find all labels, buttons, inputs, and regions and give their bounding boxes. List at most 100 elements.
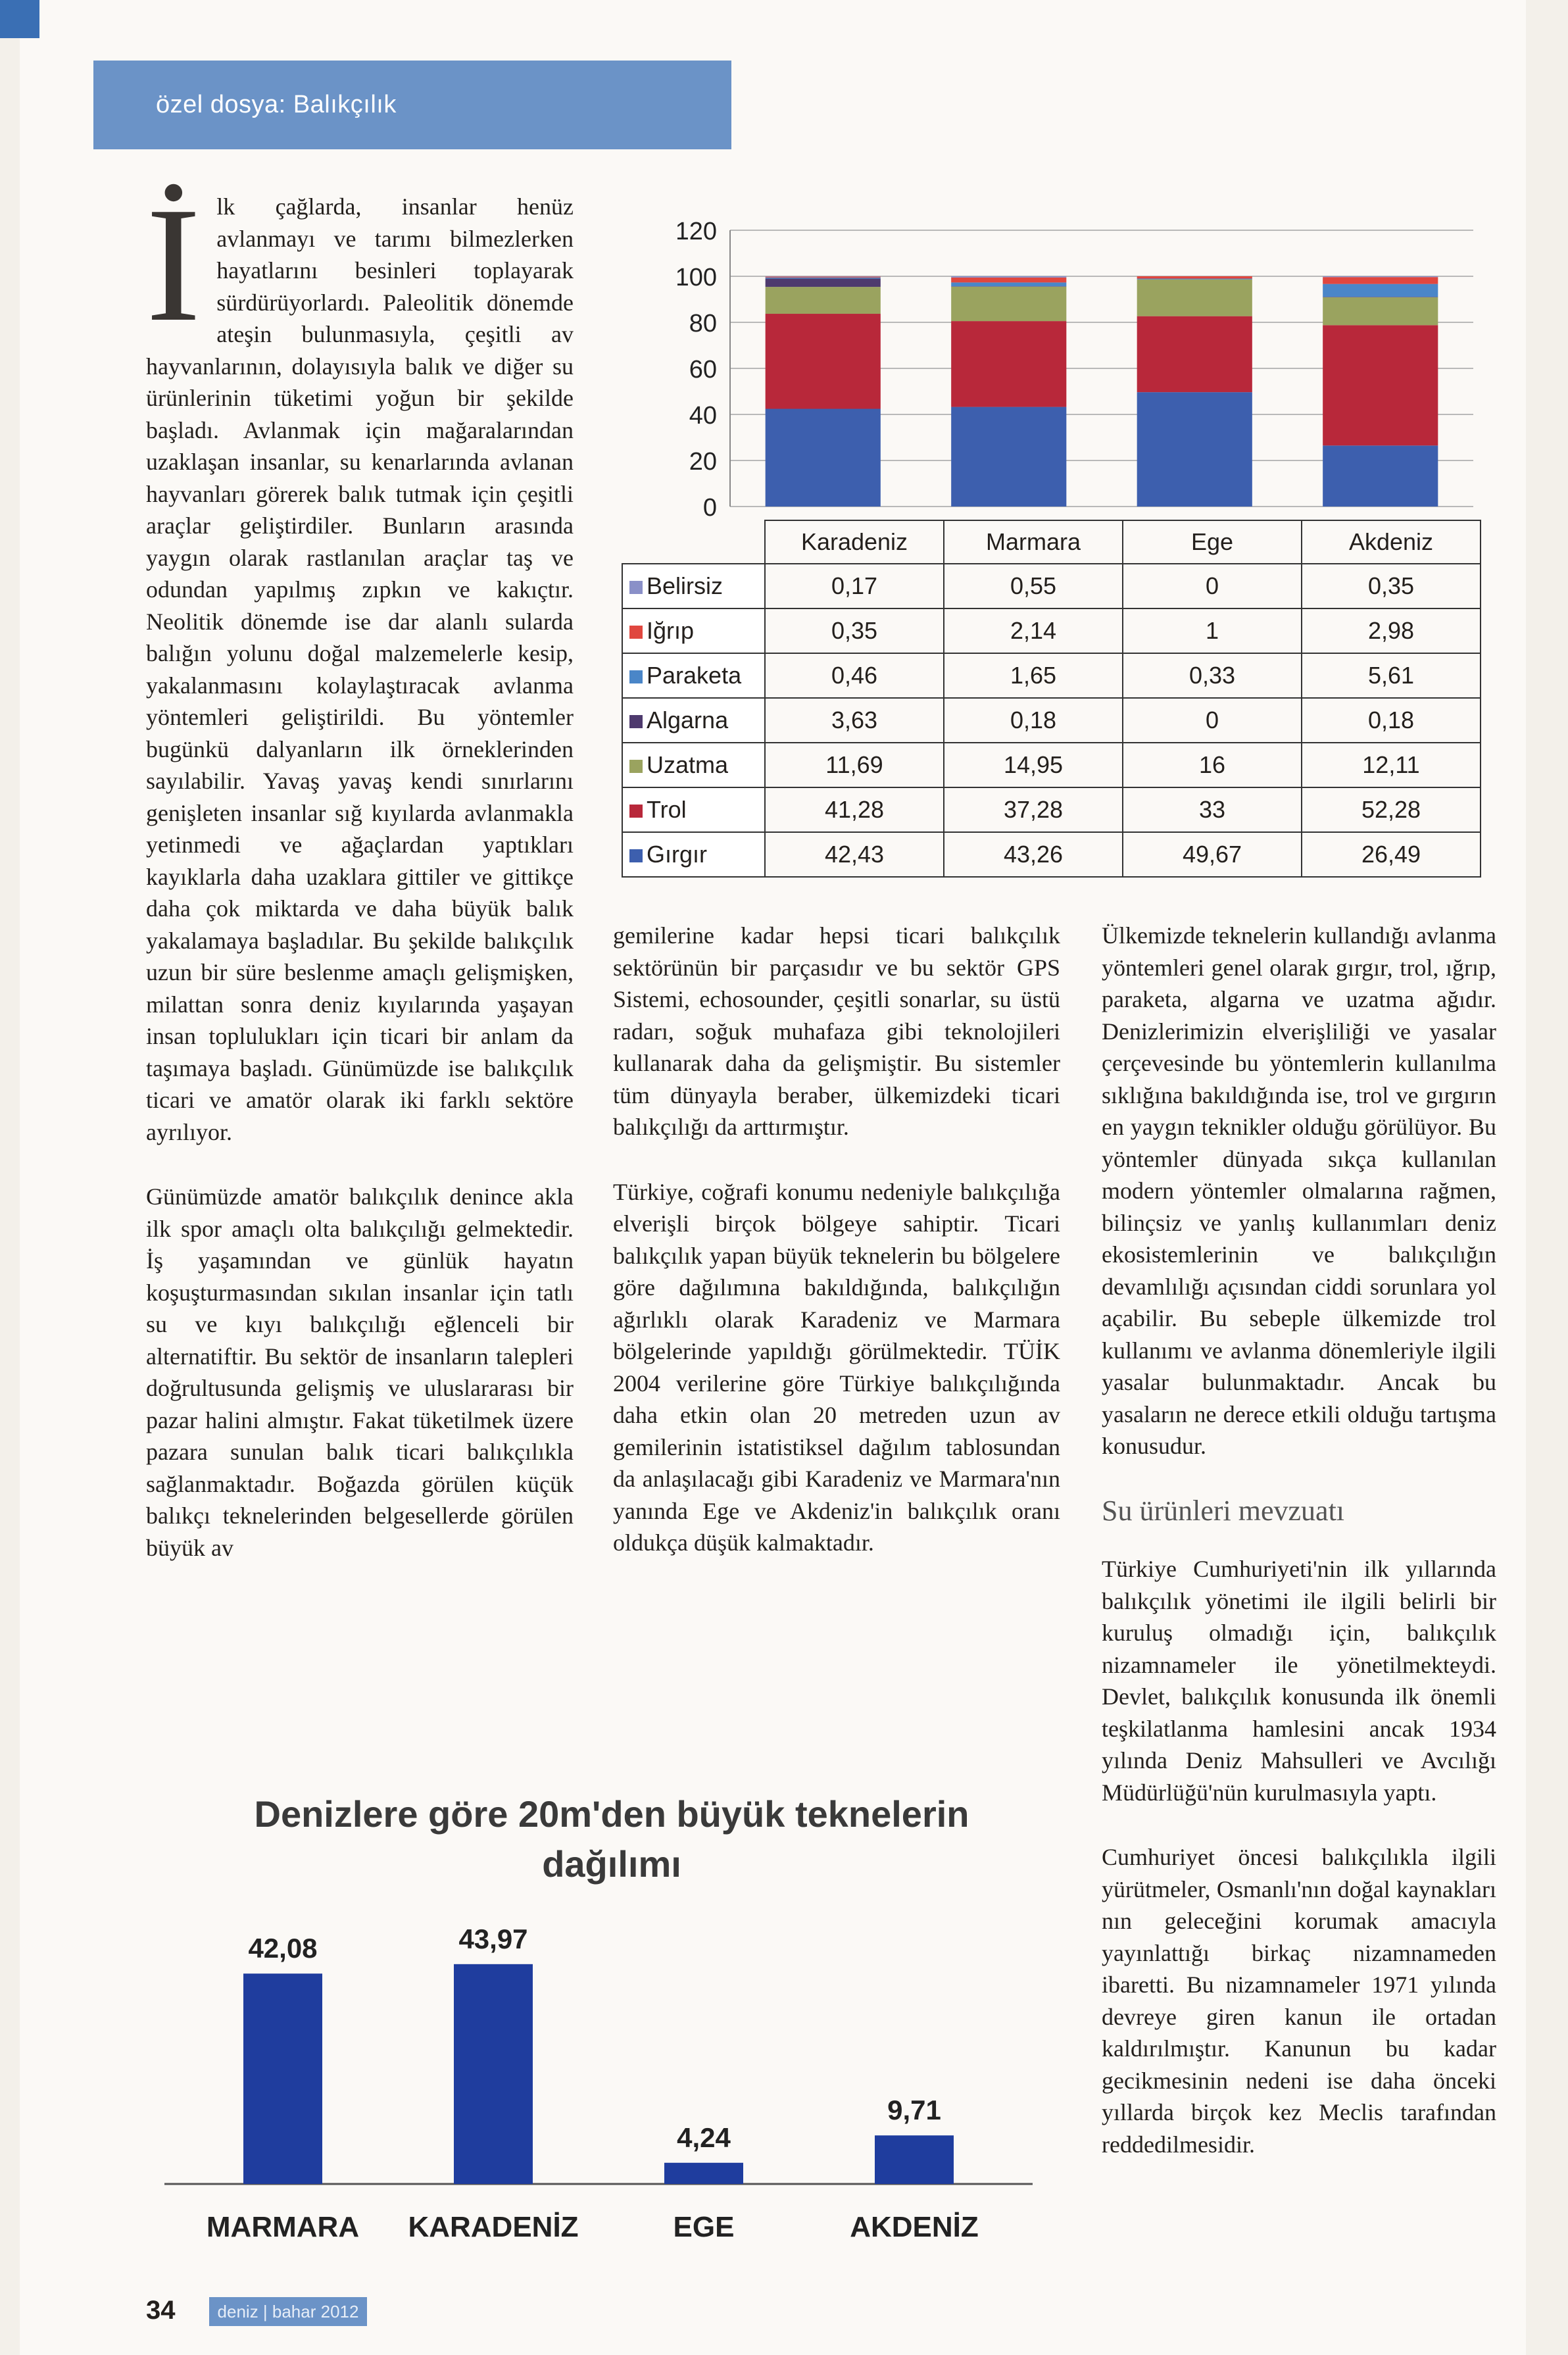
bar-segment-iğrıp [765,276,881,278]
bar-segment-belirsiz [1323,276,1438,278]
y-tick-label: 100 [677,264,717,291]
series-name: Iğrıp [647,617,695,644]
legend-label: Belirsiz [622,563,766,609]
y-tick-label: 0 [703,494,717,522]
bar-segment-algarna [951,286,1067,287]
table-cell: 33 [1122,787,1302,833]
table-header-row: Karadeniz Marmara Ege Akdeniz [622,520,1481,564]
table-cell: 0,17 [764,563,944,609]
article-column-2: gemilerine kadar hepsi ticari balıkçılık… [613,920,1060,1592]
bar-segment-paraketa [1137,278,1252,280]
legend-swatch [629,670,643,684]
bar-segment-gırgır [1323,445,1438,507]
table-cell: 5,61 [1301,653,1481,699]
data-label: 43,97 [458,1923,527,1954]
legend-swatch [629,849,643,863]
subheading: Su ürünleri mevzuatı [1102,1494,1345,1527]
table-cell: 0,35 [764,608,944,654]
bar-segment-paraketa [765,277,881,279]
corner-mark [0,0,39,38]
article-column-3: Ülkemizde teknelerin kullandığı avlanma … [1102,920,1496,2193]
table-cell: 11,69 [764,742,944,788]
bar-segment-uzatma [1323,297,1438,326]
table-row: Paraketa 0,46 1,65 0,33 5,61 [622,653,1481,699]
table-cell: 16 [1122,742,1302,788]
bar-segment-iğrıp [951,277,1067,283]
table-cell: 0 [1122,697,1302,743]
category-label: MARMARA [207,2211,359,2243]
table-cell: 52,28 [1301,787,1481,833]
bar-segment-gırgır [765,409,881,507]
y-tick-label: 120 [677,218,717,245]
bar-segment-uzatma [1137,279,1252,316]
bar-segment-uzatma [765,287,881,314]
paragraph: Türkiye Cumhuriyeti'nin ilk yıllarında b… [1102,1556,1496,1806]
bar-segment-gırgır [951,407,1067,507]
legend-label: Paraketa [622,653,766,699]
legend-label: Trol [622,787,766,833]
legend-swatch [629,626,643,639]
y-tick-label: 40 [689,402,717,430]
series-name: Trol [647,796,687,823]
column-header: Marmara [943,520,1123,564]
series-name: Algarna [647,706,729,733]
data-label: 9,71 [887,2095,941,2125]
category-label: EGE [674,2211,735,2243]
paragraph-text: lk çağlarda, insanlar henüz avlanmayı ve… [146,193,574,1145]
table-cell: 2,98 [1301,608,1481,654]
y-tick-label: 60 [689,356,717,384]
data-label: 42,08 [248,1933,317,1964]
bar-segment-iğrıp [1323,277,1438,284]
bar [454,1964,533,2184]
category-label: KARADENİZ [408,2211,578,2243]
table-cell: 14,95 [943,742,1123,788]
table-cell: 43,26 [943,831,1123,878]
bar [243,1973,322,2184]
bar [875,2135,954,2184]
legend-label: Iğrıp [622,608,766,654]
bar-segment-algarna [765,278,881,287]
table-cell: 3,63 [764,697,944,743]
page-number: 34 [146,2296,176,2325]
y-tick-label: 80 [689,310,717,337]
table-cell: 12,11 [1301,742,1481,788]
bar-segment-trol [1323,325,1438,446]
table-row: Iğrıp 0,35 2,14 1 2,98 [622,608,1481,654]
bar-segment-paraketa [951,282,1067,287]
series-name: Belirsiz [647,572,723,599]
paragraph: Günümüzde amatör balıkçılık denince akla… [146,1183,574,1561]
table-cell: 42,43 [764,831,944,878]
column-header: Akdeniz [1301,520,1481,564]
table-row: Algarna 3,63 0,18 0 0,18 [622,697,1481,743]
data-label: 4,24 [677,2122,731,2153]
table-row: Gırgır 42,43 43,26 49,67 26,49 [622,831,1481,878]
legend-label: Algarna [622,697,766,743]
y-tick-label: 20 [689,448,717,476]
table-cell: 1,65 [943,653,1123,699]
legend-label: Uzatma [622,742,766,788]
stacked-bar-chart: 0 20 40 60 80 100 120 [677,218,1473,522]
bar-segment-paraketa [1323,284,1438,297]
section-header: özel dosya: Balıkçılık [93,61,731,149]
table-cell: 0,18 [943,697,1123,743]
drop-cap: İ [146,174,201,356]
series-name: Gırgır [647,841,708,868]
legend-swatch [629,581,643,595]
legend-swatch [629,715,643,729]
table-cell: 0,18 [1301,697,1481,743]
bar-segment-gırgır [1137,392,1252,507]
legend-label: Gırgır [622,831,766,878]
table-cell: 37,28 [943,787,1123,833]
issue-tag: deniz | bahar 2012 [209,2297,367,2326]
method-data-table: Karadeniz Marmara Ege Akdeniz Belirsiz 0,… [622,520,1481,878]
bar-segment-iğrıp [1137,276,1252,279]
bar-segment-trol [951,321,1067,407]
column-header: Karadeniz [764,520,944,564]
table-cell: 0,46 [764,653,944,699]
legend-swatch [629,805,643,818]
table-cell: 0,35 [1301,563,1481,609]
table-cell: 49,67 [1122,831,1302,878]
paragraph: gemilerine kadar hepsi ticari balıkçılık… [613,922,1060,1140]
